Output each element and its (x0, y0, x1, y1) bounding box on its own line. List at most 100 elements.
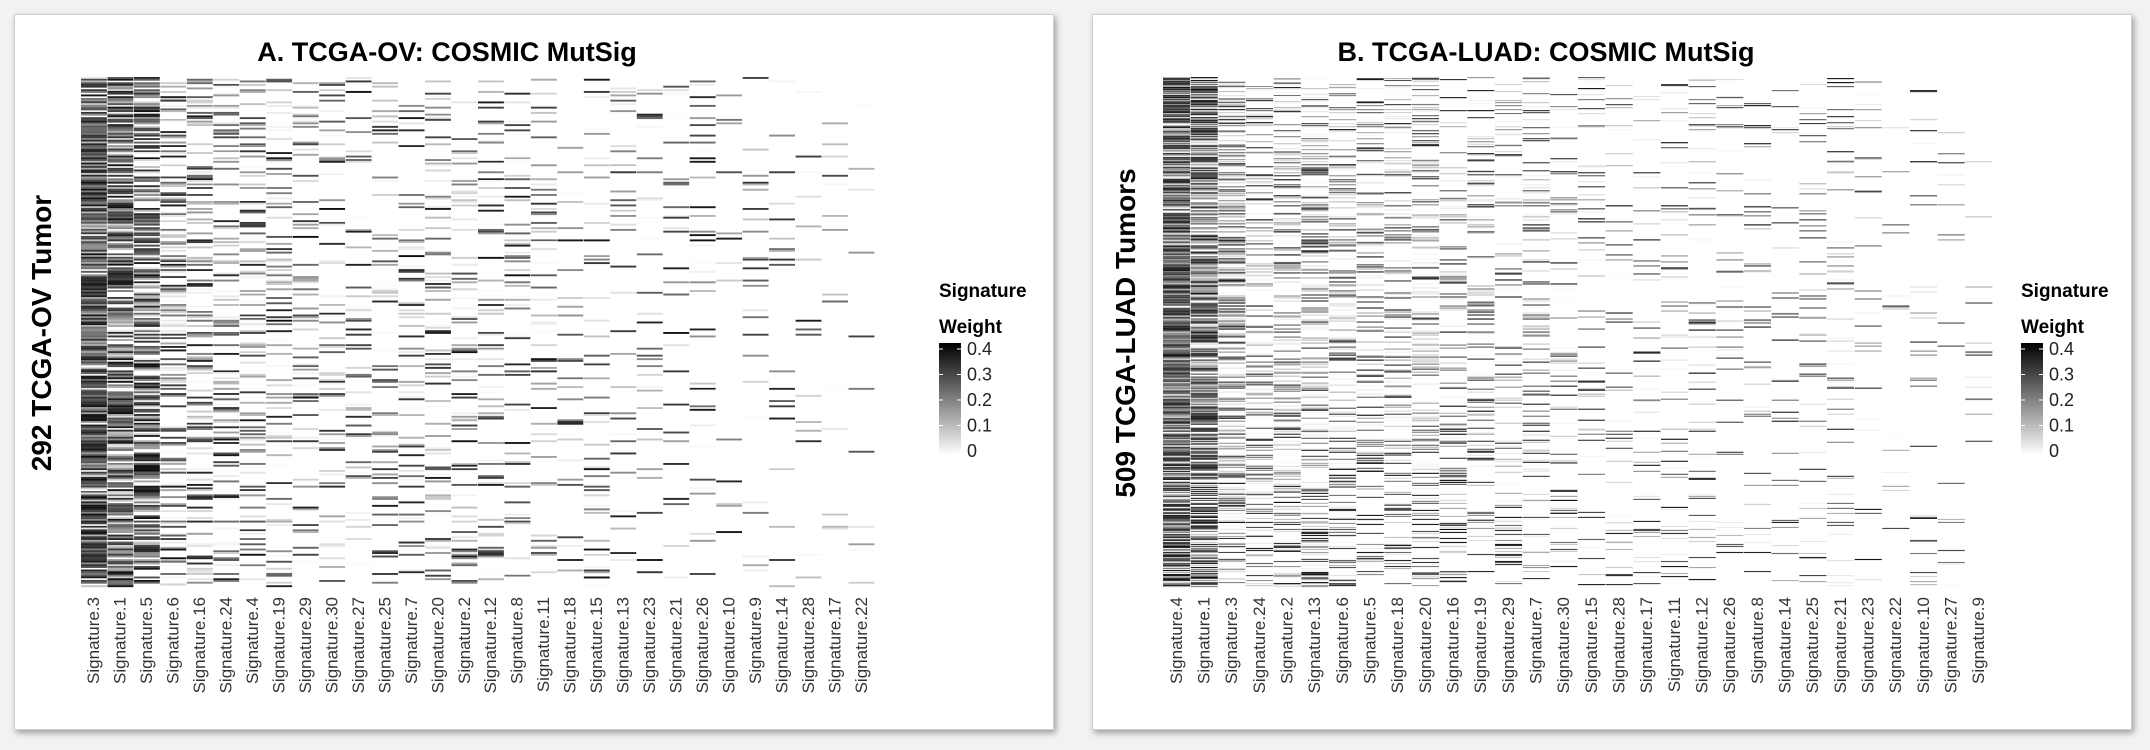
heatmap-cell (81, 457, 107, 460)
heatmap-cell (160, 199, 187, 202)
heatmap-cell (1246, 352, 1274, 354)
heatmap-cell (1384, 447, 1412, 449)
heatmap-cell (1246, 574, 1274, 577)
heatmap-cell (1163, 168, 1191, 170)
heatmap-cell (81, 344, 107, 347)
heatmap-cell (186, 569, 213, 572)
heatmap-cell (186, 145, 213, 148)
heatmap-column-signature-2 (451, 101, 478, 584)
heatmap-cell (1190, 310, 1218, 312)
heatmap-cell (81, 225, 107, 228)
heatmap-cell (504, 255, 531, 258)
heatmap-cell (319, 351, 346, 354)
heatmap-cell (133, 221, 160, 224)
heatmap-cell (1190, 473, 1218, 475)
heatmap-cell (451, 195, 478, 198)
heatmap-cell (1522, 261, 1550, 263)
heatmap-cell (689, 83, 716, 86)
heatmap-cell (186, 104, 213, 107)
heatmap-cell (1190, 153, 1218, 155)
heatmap-cell (478, 534, 504, 537)
heatmap-cell (610, 223, 637, 226)
heatmap-cell (1163, 395, 1191, 397)
heatmap-cell (107, 214, 134, 217)
heatmap-cell (1301, 531, 1329, 534)
heatmap-cell (1246, 285, 1274, 287)
heatmap-cell (716, 237, 743, 240)
heatmap-cell (266, 80, 293, 83)
heatmap-cell (81, 138, 107, 141)
heatmap-cell (1163, 337, 1191, 339)
heatmap-cell (292, 546, 319, 549)
heatmap-cell (1384, 444, 1412, 446)
heatmap-cell (1467, 182, 1495, 184)
heatmap-cell (1356, 228, 1384, 230)
heatmap-cell (133, 89, 160, 92)
heatmap-cell (1163, 343, 1191, 345)
heatmap-cell (107, 125, 134, 128)
heatmap-cell (1163, 225, 1191, 227)
heatmap-cell (1218, 283, 1246, 285)
heatmap-cell (345, 415, 372, 418)
heatmap-cell (1190, 379, 1218, 381)
heatmap-cell (1163, 261, 1191, 263)
heatmap-cell (398, 241, 425, 244)
heatmap-cell (1246, 562, 1274, 565)
heatmap-cell (1190, 114, 1218, 116)
heatmap-cell (292, 531, 319, 534)
heatmap-cell (1522, 411, 1550, 413)
heatmap-cell (1190, 448, 1218, 450)
heatmap-cell (1329, 359, 1357, 361)
heatmap-cell (1356, 124, 1384, 126)
heatmap-cell (1356, 558, 1384, 561)
heatmap-cell (1190, 429, 1218, 431)
heatmap-cell (425, 332, 451, 334)
heatmap-cell (1163, 169, 1191, 171)
heatmap-cell (1467, 451, 1495, 453)
heatmap-cell (1356, 256, 1384, 258)
heatmap-cell (160, 164, 187, 167)
heatmap-cell (1218, 542, 1246, 545)
heatmap-cell (1163, 214, 1191, 216)
heatmap-cell (530, 407, 557, 409)
heatmap-cell (1163, 115, 1191, 117)
heatmap-cell (1163, 130, 1191, 132)
heatmap-cell (1163, 287, 1191, 289)
heatmap-cell (636, 476, 663, 479)
heatmap-cell (1467, 144, 1495, 146)
heatmap-cell (160, 583, 187, 586)
heatmap-column-signature-28 (795, 90, 822, 579)
heatmap-cell (107, 145, 134, 148)
heatmap-cell (107, 358, 134, 361)
heatmap-cell (292, 363, 319, 366)
heatmap-cell (160, 560, 187, 563)
heatmap-cell (133, 545, 160, 547)
heatmap-cell (133, 118, 160, 121)
heatmap-cell (398, 99, 425, 102)
heatmap-cell (478, 312, 504, 315)
heatmap-cell (133, 580, 160, 582)
heatmap-cell (133, 428, 160, 430)
heatmap-cell (1467, 318, 1495, 320)
heatmap-cell (451, 581, 478, 584)
heatmap-cell (1412, 425, 1440, 427)
heatmap-cell (266, 384, 293, 387)
heatmap-cell (186, 117, 213, 120)
heatmap-cell (425, 325, 451, 327)
x-tick-label: Signature.3 (84, 597, 103, 684)
heatmap-cell (1550, 158, 1578, 160)
heatmap-cell (1329, 390, 1357, 392)
heatmap-cell (160, 181, 187, 184)
heatmap-cell (451, 396, 478, 399)
heatmap-cell (186, 403, 213, 406)
heatmap-cell (398, 485, 425, 488)
heatmap-cell (81, 230, 107, 233)
heatmap-cell (1246, 416, 1274, 418)
heatmap-cell (1412, 417, 1440, 419)
heatmap-cell (398, 553, 425, 556)
heatmap-cell (1301, 371, 1329, 373)
heatmap-cell (425, 312, 451, 315)
heatmap-cell (478, 279, 504, 282)
heatmap-cell (1412, 343, 1440, 345)
heatmap-cell (742, 354, 769, 357)
